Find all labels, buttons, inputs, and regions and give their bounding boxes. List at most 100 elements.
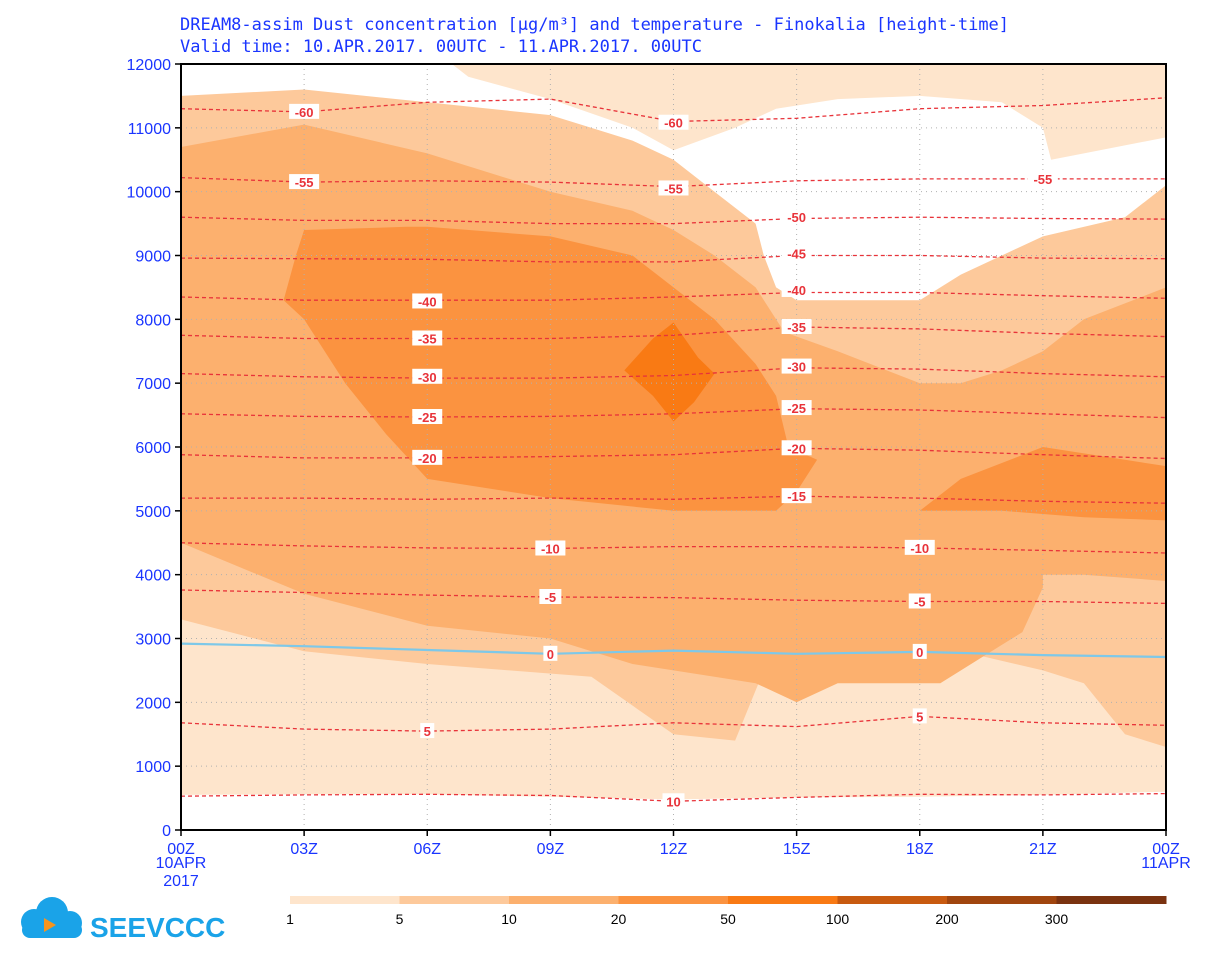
- y-tick-label: 7000: [135, 376, 171, 393]
- temperature-label-bg: [781, 440, 812, 456]
- y-tick-label: 10000: [127, 185, 172, 202]
- dust-region-20-4: [919, 447, 1166, 521]
- x-tick-label: 06Z: [413, 841, 441, 858]
- temperature-line--10: [181, 542, 1166, 554]
- temperature-label-bg: [781, 318, 812, 334]
- y-tick-label: 5000: [135, 504, 171, 521]
- temperature-label: 0: [916, 645, 923, 660]
- colorbar-swatch: [290, 896, 400, 904]
- temperature-label: -5: [914, 594, 926, 609]
- cloud-logo-icon: [21, 897, 82, 938]
- temperature-label-bg: [412, 449, 443, 465]
- temperature-label: 10: [666, 794, 680, 809]
- colorbar-label: 1: [286, 911, 294, 927]
- colorbar-swatch: [837, 896, 948, 904]
- temperature-label-bg: [781, 358, 812, 374]
- grid: [181, 64, 1166, 830]
- dust-region-50-5: [624, 322, 715, 422]
- temperature-label-bg: [908, 593, 931, 609]
- temperature-label: -40: [418, 294, 437, 309]
- colorbar-label: 10: [501, 911, 517, 927]
- temperature-label: -55: [295, 175, 314, 190]
- temperature-label: -20: [418, 451, 437, 466]
- temperature-line--40: [181, 291, 1166, 301]
- y-tick-label: 1000: [135, 759, 171, 776]
- temperature-label-bg: [658, 180, 689, 196]
- temperature-label: -60: [664, 116, 683, 131]
- temperature-label: -25: [787, 401, 806, 416]
- temperature-line--30: [181, 367, 1166, 379]
- colorbar-swatch: [618, 896, 729, 904]
- freezing-level-line: [181, 642, 1166, 659]
- temperature-label-bg: [781, 488, 812, 504]
- temperature-label: 5: [424, 724, 431, 739]
- x-tick-label: 00Z: [1152, 841, 1180, 858]
- temperature-label: -20: [787, 441, 806, 456]
- colorbar-swatch: [509, 896, 619, 904]
- temperature-line--15: [181, 495, 1166, 504]
- temperature-labels: -60-60-55 -55-55-50-45-40-40-35-35-30-30-…: [289, 103, 1058, 809]
- colorbar-label: 300: [1045, 911, 1069, 927]
- y-tick-label: 9000: [135, 249, 171, 266]
- temperature-line--60: [181, 97, 1166, 123]
- temperature-label-bg: [289, 174, 320, 190]
- colorbar-swatch: [947, 896, 1057, 904]
- y-tick-label: 4000: [135, 568, 171, 585]
- temperature-label: 5: [916, 709, 923, 724]
- x-tick-label: 15Z: [783, 841, 811, 858]
- temperature-label-bg: [781, 245, 812, 261]
- colorbar-swatch: [728, 896, 838, 904]
- x-start-date: 10APR: [156, 855, 207, 872]
- temperature-line--50: [181, 216, 1166, 225]
- colorbar-swatch: [1056, 896, 1167, 904]
- y-tick-label: 6000: [135, 440, 171, 457]
- x-tick-label: 21Z: [1029, 841, 1057, 858]
- temperature-label-bg: [781, 281, 812, 297]
- logo: SEEVCCC: [21, 897, 225, 943]
- chart-title: DREAM8-assim Dust concentration [μg/m³] …: [180, 15, 1009, 35]
- temperature-label-bg: [662, 793, 685, 809]
- temperature-label-bg: [539, 589, 562, 605]
- y-tick-label: 2000: [135, 695, 171, 712]
- y-axis: 0 1000 2000 3000 4000 5000 6000 7000 8000 9000 100…: [127, 57, 181, 840]
- temperature-label: -15: [787, 489, 806, 504]
- y-tick-label: 12000: [127, 57, 172, 74]
- temperature-label-bg: [912, 708, 927, 724]
- temperature-label: 0: [547, 647, 554, 662]
- x-tick-label: 00Z: [167, 841, 195, 858]
- y-tick-label: 3000: [135, 632, 171, 649]
- colorbar-label: 100: [826, 911, 850, 927]
- temperature-line--45: [181, 254, 1166, 263]
- x-tick-label: 09Z: [537, 841, 565, 858]
- temperature-label: -55: [1033, 172, 1052, 187]
- temperature-line--20: [181, 447, 1166, 460]
- temperature-line--5: [181, 589, 1166, 605]
- temperature-label-bg: [1027, 170, 1058, 186]
- temperature-label-bg: [912, 643, 927, 659]
- temperature-label-bg: [904, 539, 935, 555]
- temperature-label: -40: [787, 283, 806, 298]
- x-tick-label: 03Z: [290, 841, 318, 858]
- x-start-year: 2017: [163, 873, 199, 890]
- temperature-line--35: [181, 326, 1166, 340]
- temperature-label: -45: [787, 247, 806, 262]
- temperature-label-bg: [658, 114, 689, 130]
- freezing-line: [181, 642, 1166, 659]
- temperature-label-bg: [412, 408, 443, 424]
- temperature-line-5: [181, 715, 1166, 732]
- temperature-label: -30: [418, 370, 437, 385]
- temperature-label-bg: [781, 400, 812, 416]
- temperature-label: -5: [545, 590, 557, 605]
- colorbar-label: 200: [935, 911, 959, 927]
- colorbar-label: 50: [720, 911, 736, 927]
- x-tick-label: 12Z: [660, 841, 688, 858]
- temperature-label-bg: [412, 330, 443, 346]
- y-tick-label: 11000: [128, 121, 171, 138]
- temperature-label-bg: [412, 368, 443, 384]
- temperature-label: -35: [787, 320, 806, 335]
- x-tick-label: 18Z: [906, 841, 934, 858]
- temperature-label: -35: [418, 331, 437, 346]
- temperature-label-bg: [412, 293, 443, 309]
- x-end-date: 11APR: [1141, 855, 1191, 872]
